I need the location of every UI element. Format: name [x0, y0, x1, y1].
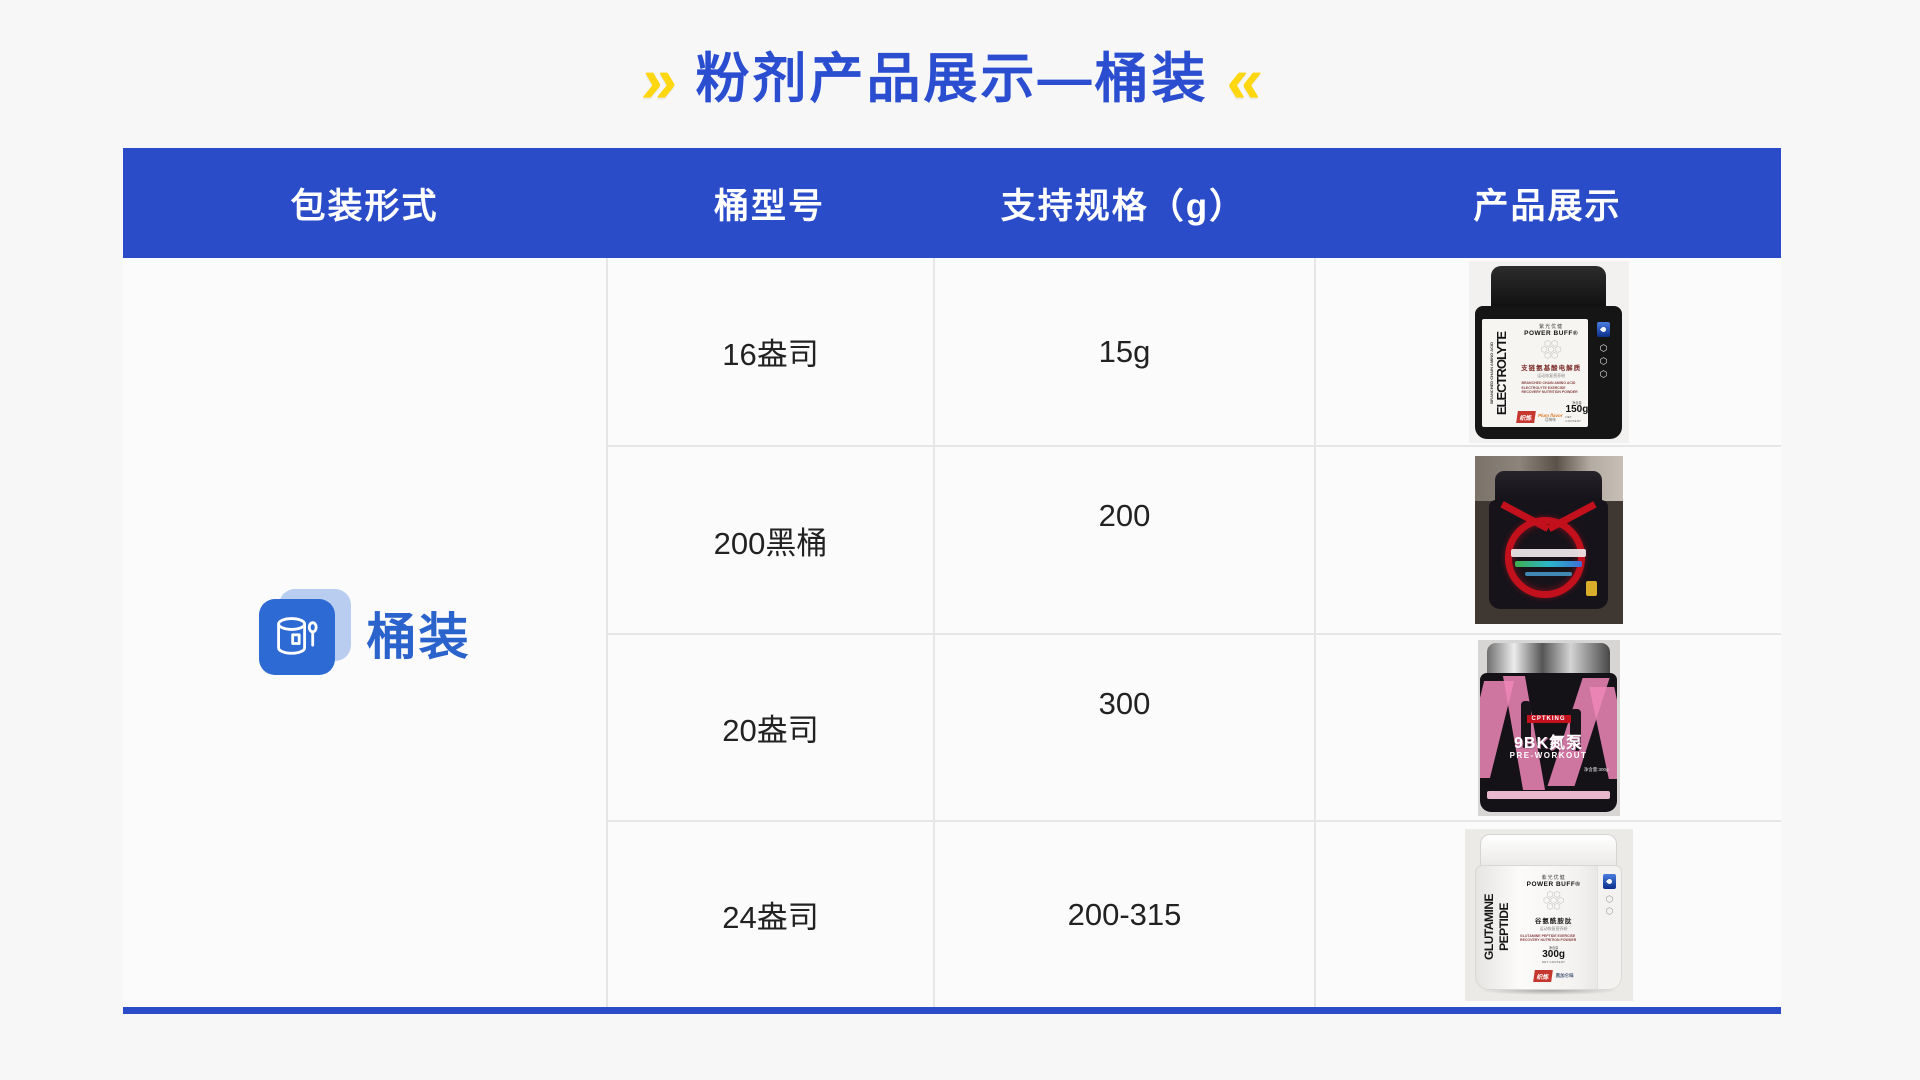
product-image-preworkout: CPTKING 9BK氮泵 PRE-WORKOUT 净含量:300g: [1477, 639, 1620, 816]
weight: 300g: [1542, 949, 1565, 961]
brand-cn: 紫光优健: [1541, 874, 1566, 881]
feature-hexagon-icons: ⬡ ⬡ ⬡: [1599, 342, 1608, 379]
chevron-left-icon: «: [1222, 44, 1266, 116]
product-cn-name: 支链氨基酸电解质: [1521, 365, 1582, 373]
yellow-sticker: [1586, 580, 1598, 596]
chevron-right-icon: »: [638, 44, 682, 116]
tub-body: [1489, 500, 1608, 609]
product-table: 包装形式 桶型号 支持规格（g） 产品展示 桶装 16盎司 15g: [123, 148, 1781, 1014]
label-text-bar: [1524, 571, 1573, 576]
product-title: 9BK氮泵: [1513, 734, 1583, 752]
header-product-display: 产品展示: [1314, 148, 1781, 258]
product-en-desc: BRANCHED CHAIN AMINO ACID ELECTROLYTE EX…: [1521, 381, 1578, 395]
label-vertical-title: PEPTIDE: [1496, 903, 1511, 952]
cell-model-row3: 20盎司: [606, 633, 933, 820]
product-cn-sub: 运动恢复营养粉: [1537, 373, 1566, 379]
brand-cn: 紫光优健: [1539, 324, 1564, 331]
product-cn-name: 谷氨酰胺肽: [1534, 917, 1573, 925]
cert-badge-icon: [1597, 321, 1611, 337]
tub-body: CPTKING 9BK氮泵 PRE-WORKOUT 净含量:300g: [1480, 672, 1617, 812]
weight: 150g: [1565, 403, 1589, 415]
label-text-bar: [1510, 549, 1587, 558]
tub-shadow: [1477, 986, 1620, 996]
series-badge: 织炼: [1532, 970, 1553, 983]
product-image-electrolyte: BRANCHED CHAIN AMINO ACID ELECTROLYTE 紫光…: [1468, 260, 1629, 443]
tub-lid: [1490, 265, 1607, 314]
label-text-bar: [1515, 560, 1582, 567]
net-weight: 净含量:300g: [1583, 767, 1609, 773]
cell-spec-row4: 200-315: [933, 820, 1314, 1007]
red-ring-graphic: [1504, 517, 1586, 598]
pink-bottom-strip: [1487, 791, 1610, 800]
product-en-desc: GLUTAMINE PEPTIDE EXERCISE RECOVERY NUTR…: [1520, 933, 1577, 942]
product-image-black-red-tub: [1474, 456, 1623, 624]
tub-body: BRANCHED CHAIN AMINO ACID ELECTROLYTE 紫光…: [1474, 306, 1623, 439]
hexagon-pattern-icon: ⬡⬡ ⬡⬡⬡ ⬡⬡: [1543, 889, 1565, 911]
cell-photo-row4: GLUTAMINE PEPTIDE 紫光优健 POWER BUFF® ⬡⬡ ⬡⬡⬡…: [1314, 820, 1781, 1007]
product-image-glutamine: GLUTAMINE PEPTIDE 紫光优健 POWER BUFF® ⬡⬡ ⬡⬡⬡…: [1464, 828, 1633, 1001]
flavor-cn: 话梅味: [1544, 417, 1556, 422]
label-vertical-title: ELECTROLYTE: [1493, 331, 1509, 415]
header-barrel-model: 桶型号: [606, 148, 933, 258]
flavor-en: Plum flavor: [1538, 412, 1563, 418]
cell-photo-row2: [1314, 445, 1781, 633]
net-label: NET CONTENT: [1542, 960, 1566, 965]
product-subtitle: PRE-WORKOUT: [1509, 750, 1588, 760]
cell-photo-row3: CPTKING 9BK氮泵 PRE-WORKOUT 净含量:300g: [1314, 633, 1781, 820]
header-spec: 支持规格（g）: [933, 148, 1314, 258]
cell-spec-row2: 200: [933, 445, 1314, 633]
cell-model-row4: 24盎司: [606, 820, 933, 1007]
net-cn: 净含量: [1548, 946, 1559, 951]
cell-model-row2: 200黑桶: [606, 445, 933, 633]
silhouette-graphic: [1570, 709, 1582, 751]
product-cn-sub: 运动恢复营养粉: [1539, 925, 1568, 931]
tub-lid: [1495, 471, 1602, 506]
tub-body: GLUTAMINE PEPTIDE 紫光优健 POWER BUFF® ⬡⬡ ⬡⬡⬡…: [1474, 864, 1623, 991]
series-badge: 织炼: [1516, 410, 1536, 423]
cell-model-row1: 16盎司: [606, 258, 933, 445]
cell-spec-row3: 300: [933, 633, 1314, 820]
brand-en: POWER BUFF®: [1526, 880, 1581, 888]
cert-badge-icon: [1603, 873, 1617, 889]
flavor-cn: 黑加仑味: [1555, 973, 1574, 979]
cell-spec-row1: 15g: [933, 258, 1314, 445]
header-package-form: 包装形式: [123, 148, 606, 258]
barrel-spoon-icon: [258, 587, 351, 679]
cell-photo-row1: BRANCHED CHAIN AMINO ACID ELECTROLYTE 紫光…: [1314, 258, 1781, 445]
label-vertical-title: GLUTAMINE: [1481, 894, 1496, 961]
brand-en: POWER BUFF®: [1524, 330, 1579, 338]
product-label: BRANCHED CHAIN AMINO ACID ELECTROLYTE 紫光…: [1482, 319, 1588, 427]
page-title: 粉剂产品展示—桶装: [695, 49, 1209, 110]
package-type-cell: 桶装: [123, 258, 606, 1007]
brand-box: CPTKING: [1526, 714, 1571, 723]
page-header: » 粉剂产品展示—桶装 «: [123, 44, 1781, 116]
net-cn: 净含量: [1572, 400, 1582, 405]
silhouette-graphic: [1521, 700, 1531, 748]
package-type-label: 桶装: [366, 608, 471, 665]
net-label: NET CONTENT: [1565, 414, 1582, 423]
feature-hexagon-icons: ⬡ ⬡: [1605, 893, 1614, 916]
hexagon-pattern-icon: ⬡⬡ ⬡⬡⬡ ⬡⬡: [1540, 339, 1562, 361]
label-vertical-subtitle: BRANCHED CHAIN AMINO ACID: [1488, 342, 1494, 404]
